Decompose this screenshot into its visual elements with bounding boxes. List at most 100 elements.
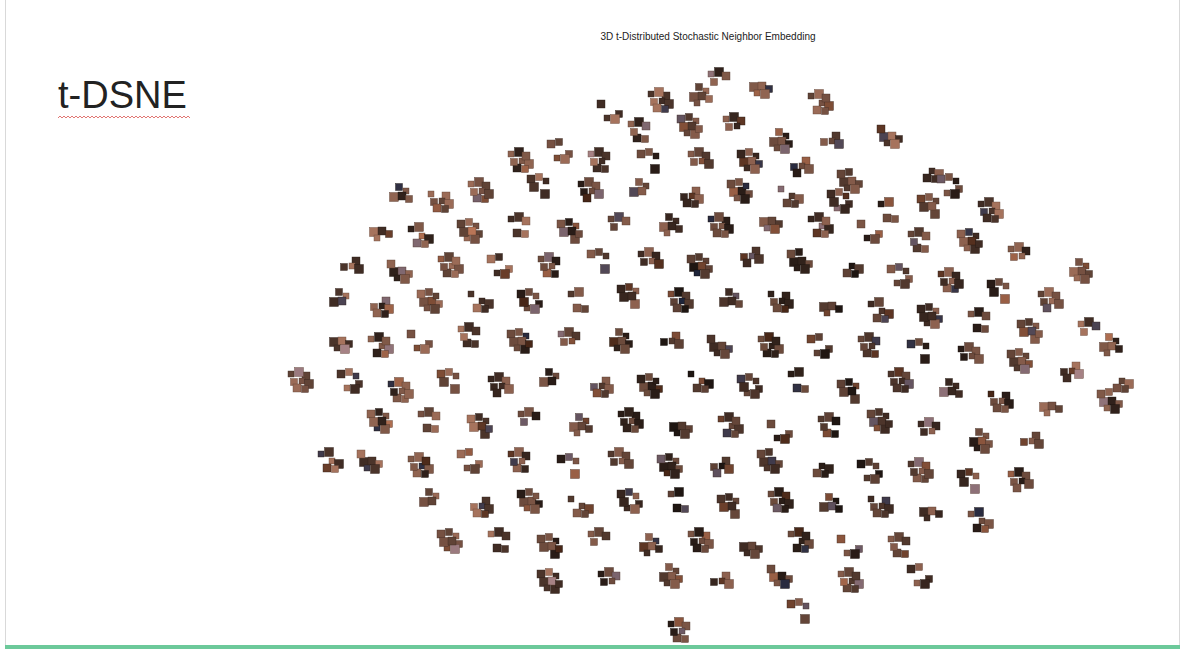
thumbnail: [556, 139, 563, 146]
thumbnail: [875, 298, 884, 307]
thumbnail: [1044, 410, 1050, 416]
thumbnail: [774, 145, 780, 151]
thumbnail: [772, 337, 780, 345]
thumbnail: [999, 398, 1005, 404]
point: [568, 288, 589, 313]
thumbnail: [602, 391, 609, 398]
point: [740, 542, 763, 559]
thumbnail: [408, 456, 414, 462]
thumbnail: [411, 464, 418, 471]
thumbnail: [666, 214, 673, 221]
point: [1038, 288, 1064, 313]
thumbnail: [334, 345, 340, 351]
thumbnail: [557, 455, 565, 463]
point: [468, 178, 494, 203]
thumbnail: [1036, 331, 1043, 338]
thumbnail: [346, 369, 353, 376]
thumbnail: [468, 227, 476, 235]
thumbnail: [983, 214, 991, 222]
point: [978, 198, 1004, 223]
thumbnail: [329, 458, 335, 464]
point: [878, 198, 899, 223]
thumbnail: [931, 210, 940, 219]
thumbnail: [618, 411, 624, 417]
thumbnail: [318, 451, 324, 457]
thumbnail: [822, 217, 830, 225]
thumbnail: [616, 329, 623, 336]
thumbnail: [717, 495, 725, 503]
thumbnail: [655, 88, 664, 97]
thumbnail: [886, 421, 893, 428]
point: [557, 454, 580, 479]
thumbnail: [974, 445, 980, 451]
point: [370, 227, 393, 241]
thumbnail: [674, 430, 680, 436]
thumbnail: [755, 255, 764, 264]
thumbnail: [543, 178, 549, 184]
thumbnail: [719, 578, 725, 584]
thumbnail: [338, 297, 346, 305]
thumbnail: [399, 388, 405, 394]
thumbnail: [574, 430, 580, 436]
thumbnail: [793, 384, 801, 392]
thumbnail: [461, 334, 468, 341]
thumbnail: [601, 265, 610, 274]
thumbnail: [476, 414, 483, 421]
point: [708, 68, 730, 86]
thumbnail: [961, 354, 968, 361]
point: [598, 568, 620, 586]
thumbnail: [608, 216, 614, 222]
point: [617, 489, 643, 514]
thumbnail: [623, 424, 631, 432]
thumbnail: [631, 129, 638, 136]
thumbnail: [576, 414, 583, 421]
thumbnail: [379, 303, 385, 309]
thumbnail: [828, 302, 836, 310]
thumbnail: [1021, 439, 1028, 446]
thumbnail: [751, 550, 760, 559]
point: [938, 268, 964, 293]
thumbnail: [892, 216, 899, 223]
thumbnail: [368, 336, 374, 342]
thumbnail: [668, 291, 674, 297]
point: [508, 213, 530, 238]
thumbnail: [537, 535, 545, 543]
thumbnail: [1056, 406, 1063, 413]
thumbnail: [802, 386, 809, 393]
thumbnail: [696, 254, 703, 261]
thumbnail: [928, 202, 936, 210]
point: [418, 408, 440, 433]
thumbnail: [646, 534, 653, 541]
thumbnail: [661, 339, 668, 346]
point: [758, 333, 784, 358]
thumbnail: [668, 491, 674, 497]
point: [688, 528, 714, 553]
thumbnail: [370, 418, 379, 427]
thumbnail: [398, 267, 406, 275]
thumbnail: [787, 250, 795, 258]
thumbnail: [457, 450, 465, 458]
thumbnail: [593, 389, 601, 397]
thumbnail: [355, 265, 364, 274]
thumbnail: [708, 216, 714, 222]
thumbnail: [788, 371, 794, 377]
thumbnail: [783, 199, 791, 207]
thumbnail: [689, 193, 695, 199]
point: [1070, 259, 1093, 284]
thumbnail: [694, 100, 700, 106]
thumbnail: [466, 449, 473, 456]
thumbnail: [1104, 350, 1110, 356]
thumbnail: [471, 235, 480, 244]
thumbnail: [432, 412, 440, 420]
thumbnail: [426, 289, 433, 296]
thumbnail: [1011, 254, 1018, 261]
thumbnail: [787, 600, 795, 608]
thumbnail: [682, 506, 689, 513]
thumbnail: [901, 280, 910, 289]
thumbnail: [779, 298, 785, 304]
thumbnail: [921, 355, 930, 364]
point: [1040, 402, 1063, 416]
thumbnail: [803, 603, 809, 609]
point: [318, 448, 344, 473]
thumbnail: [922, 232, 930, 240]
